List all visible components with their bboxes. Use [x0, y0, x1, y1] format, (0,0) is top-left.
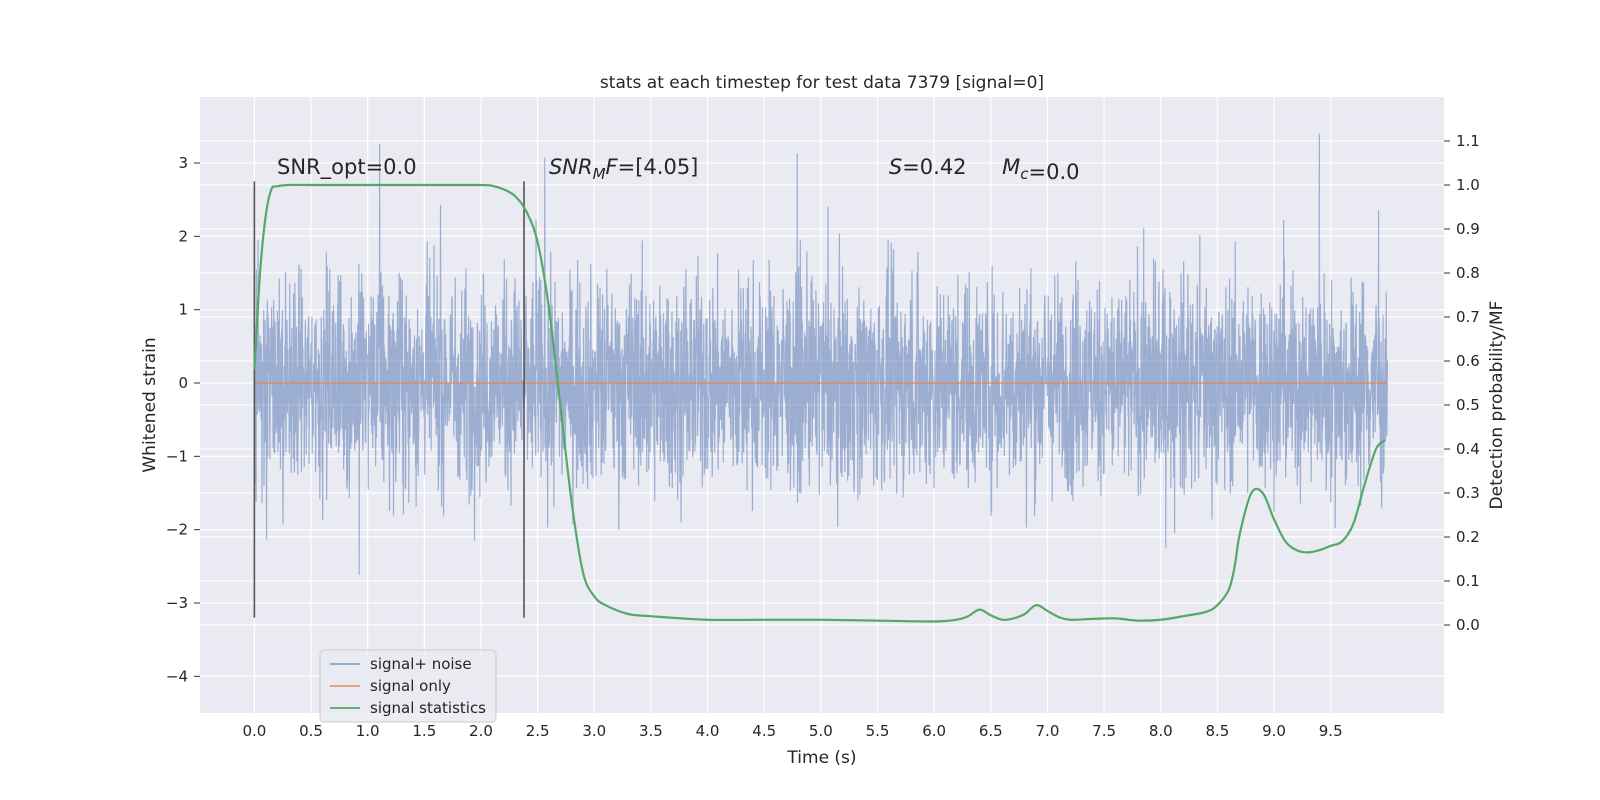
y2-tick-label: 0.4 [1456, 440, 1480, 458]
x-tick-label: 6.5 [979, 722, 1003, 740]
y-tick-label: −3 [166, 594, 188, 612]
legend-label-noise: signal+ noise [370, 655, 472, 673]
annotations: SNR_opt=0.0 SNRMF=[4.05] S=0.42 Mc=0.0 [277, 155, 1079, 184]
y2-tick-label: 0.5 [1456, 396, 1480, 414]
legend: signal+ noise signal only signal statist… [319, 649, 497, 723]
x-tick-label: 1.0 [356, 722, 380, 740]
y-tick-label: −1 [166, 447, 188, 465]
x-tick-label: 0.0 [242, 722, 266, 740]
x-tick-label: 0.5 [299, 722, 323, 740]
x-tick-label: 8.5 [1205, 722, 1229, 740]
series-signal-statistics-line [253, 183, 1386, 623]
noise-trace [253, 133, 1388, 575]
x-tick-label: 5.5 [866, 722, 890, 740]
y2-tick-label: 0.2 [1456, 528, 1480, 546]
annotation: S=0.42 [889, 155, 967, 179]
x-axis-label: Time (s) [786, 748, 856, 768]
chart-title: stats at each timestep for test data 737… [600, 73, 1044, 93]
y-tick-label: 3 [178, 154, 188, 172]
y-tick-label: −4 [166, 667, 188, 685]
x-tick-label: 4.0 [696, 722, 720, 740]
y-tick-label: 2 [178, 227, 188, 245]
x-axis-ticks: 0.0 0.5 1.0 1.5 2.0 2.5 3.0 3.5 4.0 4.5 5.0 5.5 6.0 6… [242, 722, 1342, 740]
legend-box [319, 649, 497, 723]
x-tick-label: 1.5 [412, 722, 436, 740]
x-tick-label: 5.0 [809, 722, 833, 740]
y-axis-ticks: 3 2 1 0 −1 −2 −3 −4 [166, 154, 200, 685]
annotation: Mc=0.0 [1002, 155, 1079, 184]
y2-tick-label: 0.6 [1456, 352, 1480, 370]
markers [253, 181, 525, 618]
x-tick-label: 8.0 [1149, 722, 1173, 740]
x-tick-label: 3.0 [582, 722, 606, 740]
annotation: SNRMF=[4.05] [549, 155, 698, 183]
y-tick-label: −2 [166, 521, 188, 539]
annotation: SNR_opt=0.0 [277, 155, 417, 180]
y-tick-label: 0 [178, 374, 188, 392]
x-tick-label: 9.0 [1262, 722, 1286, 740]
x-tick-label: 7.0 [1036, 722, 1060, 740]
y-tick-label: 1 [178, 301, 188, 319]
y2-tick-label: 1.1 [1456, 132, 1480, 150]
y2-tick-label: 0.0 [1456, 616, 1480, 634]
x-tick-label: 3.5 [639, 722, 663, 740]
x-tick-label: 6.0 [922, 722, 946, 740]
x-tick-label: 9.5 [1319, 722, 1343, 740]
y2-tick-label: 0.9 [1456, 220, 1480, 238]
y2-axis-ticks: 1.1 1.0 0.9 0.8 0.7 0.6 0.5 0.4 0.3 0.2 0.1 0.0 [1444, 132, 1480, 634]
legend-label-stats: signal statistics [370, 699, 486, 717]
legend-label-signal: signal only [370, 677, 451, 695]
y2-axis-label: Detection probability/MF [1487, 301, 1507, 510]
x-tick-label: 2.0 [469, 722, 493, 740]
x-tick-label: 2.5 [526, 722, 550, 740]
y2-tick-label: 1.0 [1456, 176, 1480, 194]
x-tick-label: 7.5 [1092, 722, 1116, 740]
y2-tick-label: 0.1 [1456, 572, 1480, 590]
x-tick-label: 4.5 [752, 722, 776, 740]
y-axis-label: Whitened strain [140, 337, 160, 472]
y2-tick-label: 0.3 [1456, 484, 1480, 502]
y2-tick-label: 0.8 [1456, 264, 1480, 282]
y2-tick-label: 0.7 [1456, 308, 1480, 326]
series-signal-noise-line [253, 133, 1388, 575]
statistics-series [253, 183, 1386, 623]
